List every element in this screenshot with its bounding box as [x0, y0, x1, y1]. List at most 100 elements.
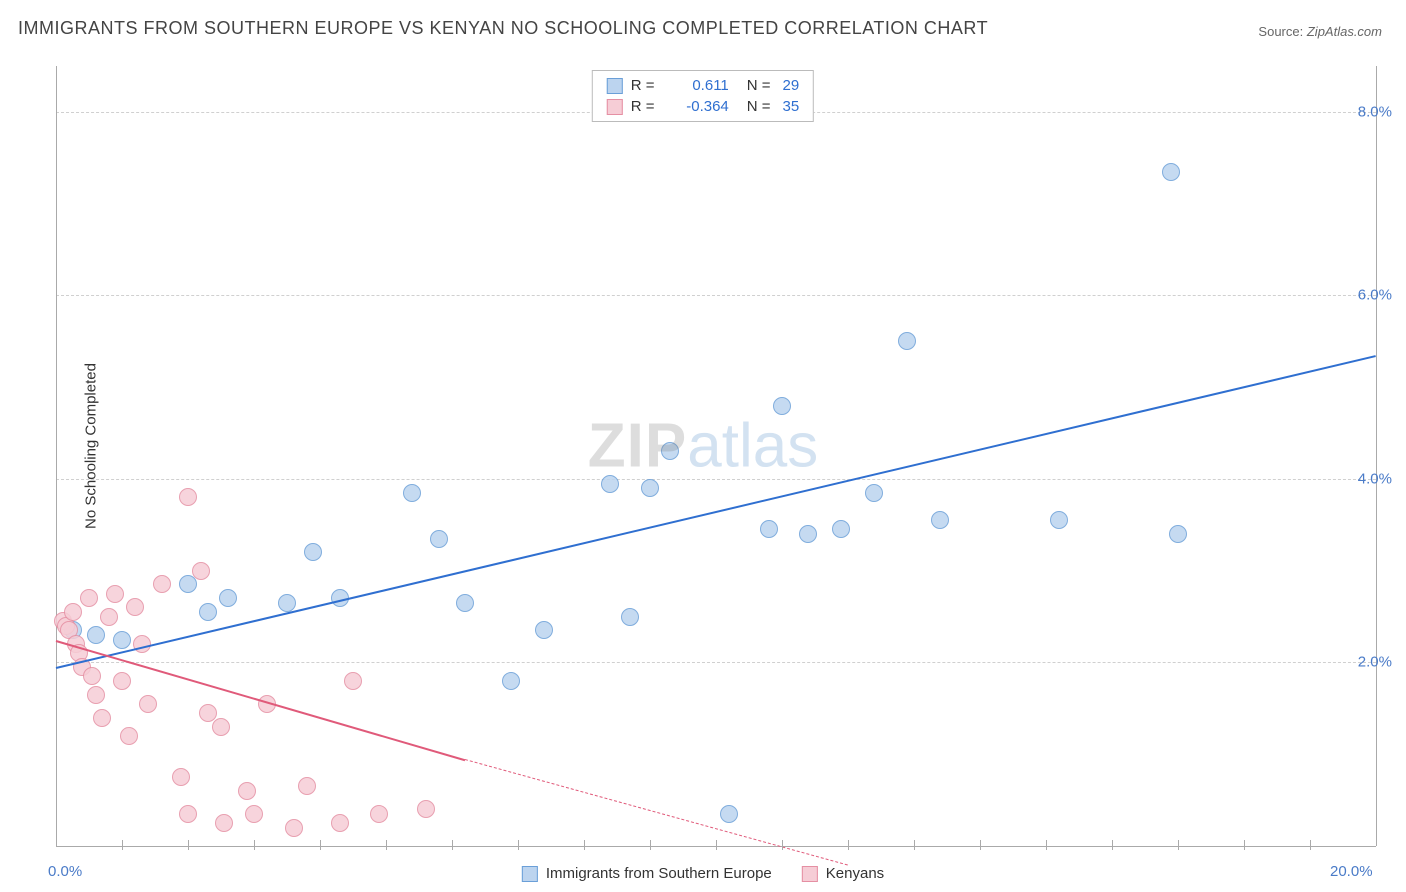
data-point-pink [370, 805, 388, 823]
x-tick [848, 840, 849, 850]
source-value: ZipAtlas.com [1307, 24, 1382, 39]
x-tick-label: 0.0% [48, 863, 82, 880]
legend-bottom: Immigrants from Southern Europe Kenyans [522, 865, 884, 882]
data-point-pink [215, 814, 233, 832]
y-axis-label: No Schooling Completed [82, 363, 99, 529]
x-tick [518, 840, 519, 850]
data-point-blue [1169, 525, 1187, 543]
data-point-blue [278, 594, 296, 612]
data-point-blue [760, 520, 778, 538]
n-label: N = [747, 98, 771, 115]
data-point-pink [298, 777, 316, 795]
gridline-h [56, 479, 1376, 480]
r-value-blue: 0.611 [667, 77, 729, 94]
legend-swatch [802, 866, 818, 882]
x-tick [1178, 840, 1179, 850]
swatch-pink [607, 99, 623, 115]
x-tick [320, 840, 321, 850]
n-value-pink: 35 [783, 98, 800, 115]
data-point-pink [64, 603, 82, 621]
n-label: N = [747, 77, 771, 94]
data-point-pink [80, 589, 98, 607]
data-point-blue [535, 621, 553, 639]
data-point-blue [113, 631, 131, 649]
y-tick-label: 8.0% [1358, 103, 1392, 120]
data-point-blue [601, 475, 619, 493]
data-point-pink [179, 805, 197, 823]
legend-swatch [522, 866, 538, 882]
gridline-h [56, 295, 1376, 296]
data-point-blue [720, 805, 738, 823]
data-point-pink [192, 562, 210, 580]
legend-item: Kenyans [802, 865, 884, 882]
data-point-blue [502, 672, 520, 690]
x-tick [386, 840, 387, 850]
data-point-pink [331, 814, 349, 832]
x-tick [650, 840, 651, 850]
trendline-pink [56, 640, 466, 761]
data-point-pink [172, 768, 190, 786]
gridline-h [56, 662, 1376, 663]
data-point-blue [931, 511, 949, 529]
legend-label: Kenyans [826, 865, 884, 882]
legend-item: Immigrants from Southern Europe [522, 865, 772, 882]
data-point-blue [456, 594, 474, 612]
data-point-pink [285, 819, 303, 837]
data-point-blue [773, 397, 791, 415]
r-label: R = [631, 77, 659, 94]
y-tick-label: 6.0% [1358, 287, 1392, 304]
data-point-blue [641, 479, 659, 497]
legend-label: Immigrants from Southern Europe [546, 865, 772, 882]
data-point-blue [1050, 511, 1068, 529]
y-axis-line-right [1376, 66, 1377, 846]
trendline-dash-pink [465, 759, 848, 865]
data-point-pink [238, 782, 256, 800]
stats-legend-box: R =0.611N =29R =-0.364N =35 [592, 70, 814, 122]
data-point-pink [113, 672, 131, 690]
data-point-pink [93, 709, 111, 727]
data-point-pink [179, 488, 197, 506]
x-tick [914, 840, 915, 850]
stats-row-blue: R =0.611N =29 [607, 75, 799, 96]
x-tick [1046, 840, 1047, 850]
stats-row-pink: R =-0.364N =35 [607, 96, 799, 117]
data-point-pink [87, 686, 105, 704]
x-tick-label: 20.0% [1330, 863, 1373, 880]
data-point-blue [199, 603, 217, 621]
x-tick [1244, 840, 1245, 850]
x-tick [254, 840, 255, 850]
x-tick [452, 840, 453, 850]
trendline-blue [56, 355, 1376, 669]
x-tick [980, 840, 981, 850]
data-point-blue [661, 442, 679, 460]
data-point-blue [832, 520, 850, 538]
y-tick-label: 2.0% [1358, 654, 1392, 671]
data-point-pink [153, 575, 171, 593]
data-point-pink [100, 608, 118, 626]
data-point-pink [106, 585, 124, 603]
data-point-blue [799, 525, 817, 543]
chart-title: IMMIGRANTS FROM SOUTHERN EUROPE VS KENYA… [18, 18, 988, 39]
x-tick [782, 840, 783, 850]
watermark: ZIPatlas [588, 411, 818, 482]
data-point-blue [219, 589, 237, 607]
data-point-pink [245, 805, 263, 823]
data-point-blue [430, 530, 448, 548]
data-point-pink [344, 672, 362, 690]
data-point-blue [87, 626, 105, 644]
x-tick [716, 840, 717, 850]
x-tick [122, 840, 123, 850]
data-point-blue [621, 608, 639, 626]
x-tick [584, 840, 585, 850]
data-point-blue [1162, 163, 1180, 181]
data-point-pink [120, 727, 138, 745]
x-tick [188, 840, 189, 850]
data-point-pink [139, 695, 157, 713]
data-point-pink [417, 800, 435, 818]
r-label: R = [631, 98, 659, 115]
y-tick-label: 4.0% [1358, 470, 1392, 487]
y-axis-line [56, 66, 57, 846]
x-tick [1310, 840, 1311, 850]
source-credit: Source: ZipAtlas.com [1258, 24, 1382, 39]
swatch-blue [607, 78, 623, 94]
